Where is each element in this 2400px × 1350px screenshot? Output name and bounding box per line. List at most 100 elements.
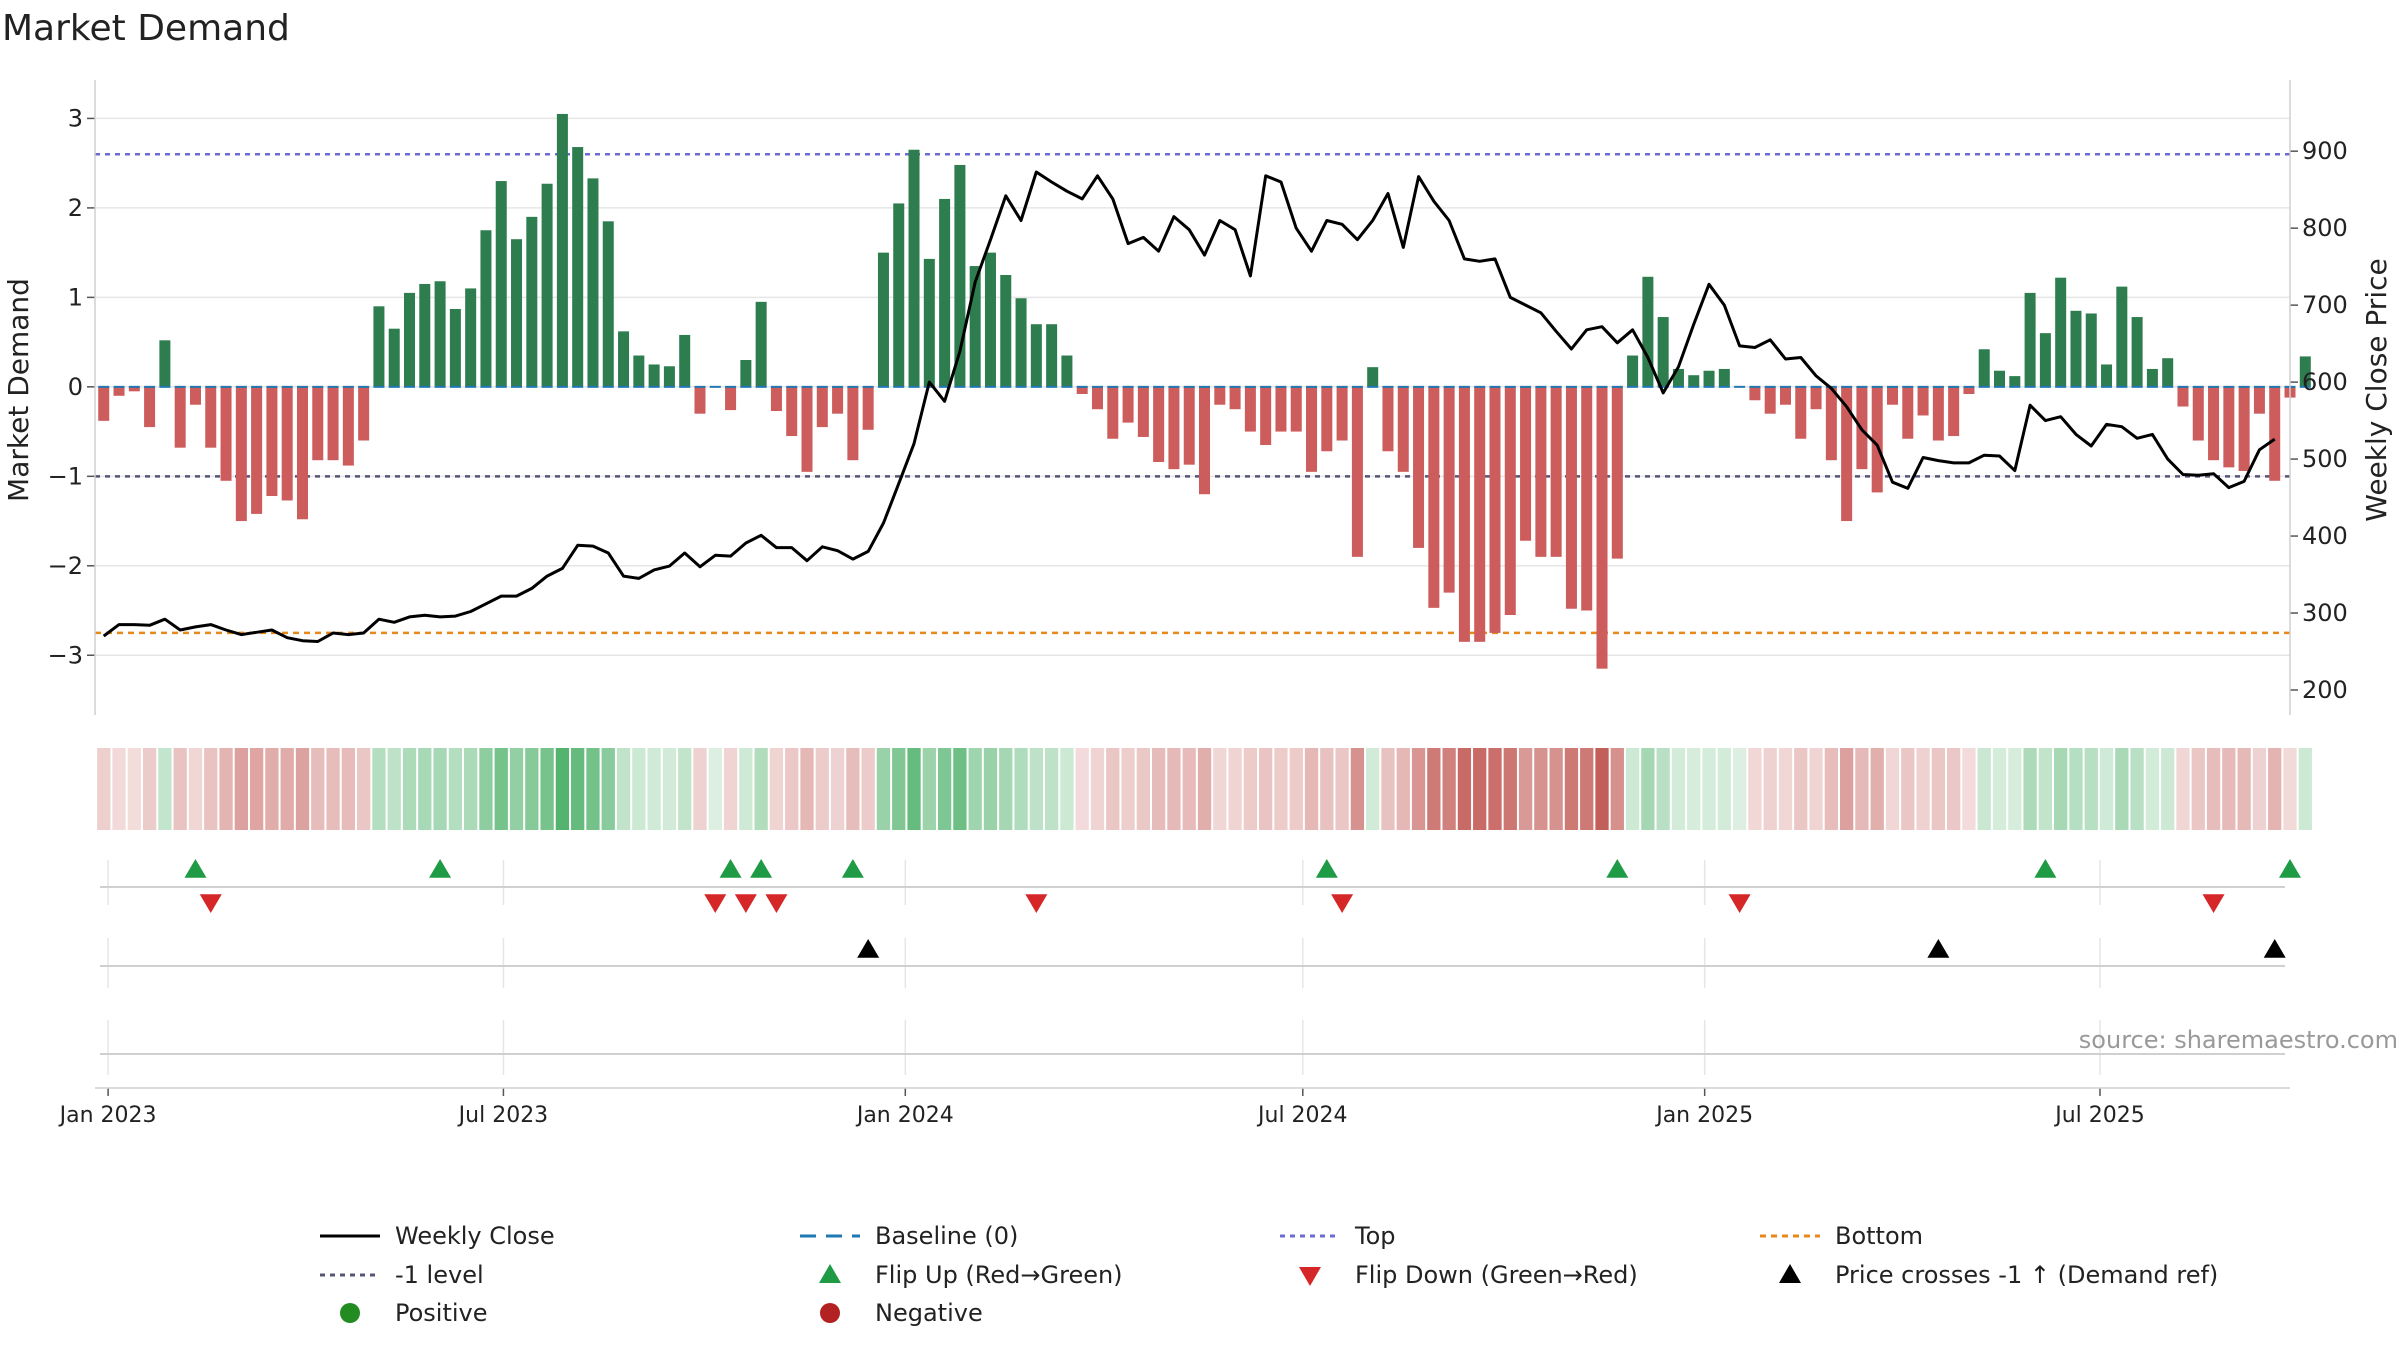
legend-item-weekly-close: Weekly Close bbox=[320, 1222, 555, 1250]
price-cross-marker bbox=[2263, 939, 2286, 958]
demand-bar bbox=[266, 386, 278, 496]
demand-bar bbox=[1015, 298, 1027, 387]
legend-label: Flip Down (Green→Red) bbox=[1355, 1261, 1638, 1289]
demand-bar bbox=[128, 386, 140, 392]
strip-cell bbox=[571, 748, 585, 830]
strip-cell bbox=[1717, 748, 1731, 830]
demand-bar bbox=[893, 203, 905, 387]
demand-bar bbox=[618, 331, 630, 387]
strip-cell bbox=[800, 748, 814, 830]
legend-item-bottom: Bottom bbox=[1760, 1222, 1923, 1250]
strip-cell bbox=[907, 748, 921, 830]
flip-down-marker bbox=[765, 894, 788, 913]
demand-bar bbox=[434, 281, 446, 387]
demand-bar bbox=[1214, 386, 1226, 405]
strip-cell bbox=[876, 748, 891, 830]
demand-bar bbox=[1779, 386, 1791, 405]
demand-bar bbox=[1535, 386, 1547, 557]
demand-bar bbox=[1260, 386, 1272, 445]
legend-label: Price crosses -1 ↑ (Demand ref) bbox=[1835, 1261, 2218, 1289]
strip-cell bbox=[1518, 748, 1533, 830]
demand-bar bbox=[2177, 386, 2189, 407]
demand-bar bbox=[220, 386, 232, 481]
demand-bar bbox=[419, 283, 431, 387]
strip-cell bbox=[2206, 748, 2221, 830]
strip-cell bbox=[1014, 748, 1028, 830]
demand-bar bbox=[342, 386, 354, 466]
demand-bar bbox=[1703, 370, 1715, 387]
demand-bar bbox=[1107, 386, 1119, 439]
demand-bar bbox=[495, 181, 507, 387]
demand-bar bbox=[1244, 386, 1256, 432]
demand-bar bbox=[449, 309, 461, 387]
flip-down-marker bbox=[199, 894, 222, 913]
right-tick-label: 300 bbox=[2302, 599, 2348, 627]
strip-cell bbox=[2069, 748, 2083, 830]
demand-bar bbox=[679, 334, 691, 387]
strip-cell bbox=[540, 748, 554, 830]
x-tick-label: Jan 2025 bbox=[1654, 1103, 1753, 1128]
strip-cell bbox=[953, 748, 967, 830]
demand-bar bbox=[1351, 386, 1363, 557]
strip-cell bbox=[1473, 748, 1487, 830]
strip-cell bbox=[861, 748, 875, 830]
right-tick-label: 400 bbox=[2302, 522, 2348, 550]
demand-bar bbox=[1091, 386, 1103, 410]
demand-bar bbox=[648, 364, 660, 387]
demand-bar bbox=[1841, 386, 1853, 522]
strip-cell bbox=[1549, 748, 1563, 830]
legend-swatch-triangle bbox=[1779, 1264, 1801, 1283]
strip-cell bbox=[2283, 748, 2297, 830]
right-tick-label: 900 bbox=[2302, 137, 2348, 165]
strip-cell bbox=[693, 748, 707, 830]
right-tick-label: 700 bbox=[2302, 291, 2348, 319]
legend: Weekly Close Baseline (0) Top Bottom -1 leve… bbox=[320, 1222, 2218, 1327]
strip-cell bbox=[112, 748, 126, 830]
strip-cell bbox=[402, 748, 417, 830]
strip-cell bbox=[1778, 748, 1793, 830]
demand-bar bbox=[770, 386, 782, 411]
demand-bar bbox=[1764, 386, 1776, 414]
strip-cell bbox=[937, 748, 952, 830]
demand-bar bbox=[725, 386, 737, 411]
strip-cell bbox=[1687, 748, 1701, 830]
demand-bar bbox=[1474, 386, 1486, 642]
demand-bar bbox=[877, 252, 889, 387]
strip-cell bbox=[1228, 748, 1242, 830]
strip-cell bbox=[356, 748, 371, 830]
demand-bar bbox=[281, 386, 293, 501]
strip-cell bbox=[1625, 748, 1640, 830]
price-cross-marker bbox=[857, 939, 880, 958]
demand-bar bbox=[2055, 277, 2067, 387]
strip-cell bbox=[280, 748, 294, 830]
reference-lines bbox=[95, 152, 2290, 635]
strip-cell bbox=[1732, 748, 1747, 830]
strip-cell bbox=[1488, 748, 1502, 830]
strip-cell bbox=[1916, 748, 1930, 830]
strip-cell bbox=[983, 748, 998, 830]
demand-bar bbox=[1581, 386, 1593, 611]
demand-bar bbox=[1122, 386, 1134, 423]
legend-label: Top bbox=[1354, 1222, 1396, 1250]
demand-bar bbox=[2101, 364, 2113, 387]
strip-cell bbox=[1503, 748, 1517, 830]
strip-cell bbox=[968, 748, 982, 830]
strip-cell bbox=[1947, 748, 1961, 830]
demand-bar bbox=[480, 230, 492, 387]
demand-bar bbox=[465, 288, 477, 387]
demand-bar bbox=[755, 301, 767, 387]
strip-cell bbox=[295, 748, 310, 830]
demand-bar bbox=[358, 386, 370, 441]
flip-up-marker bbox=[719, 859, 742, 878]
strip-cell bbox=[127, 748, 141, 830]
strip-cell bbox=[1167, 748, 1181, 830]
demand-bar bbox=[1948, 386, 1960, 437]
demand-bar bbox=[388, 328, 400, 387]
demand-bar bbox=[939, 198, 951, 387]
legend-item-baseline: Baseline (0) bbox=[800, 1222, 1018, 1250]
demand-bar bbox=[1520, 386, 1532, 541]
strip-cell bbox=[2084, 748, 2098, 830]
strip-cell bbox=[739, 748, 753, 830]
legend-label: Negative bbox=[875, 1299, 983, 1327]
strip-cell bbox=[2161, 748, 2175, 830]
